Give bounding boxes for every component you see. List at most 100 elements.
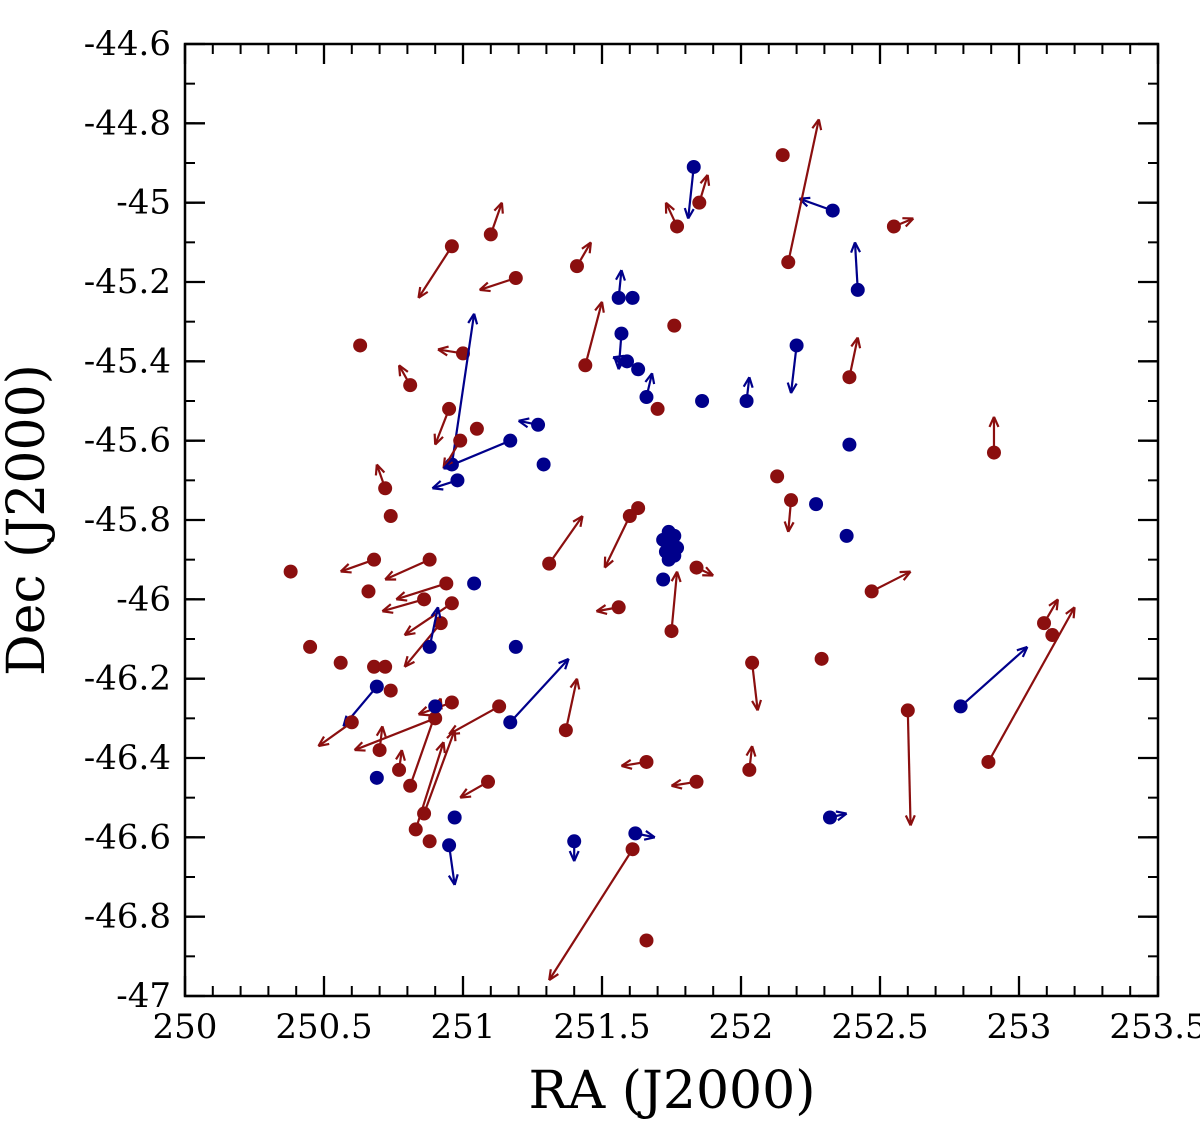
pm-vector-arrowhead <box>400 749 406 761</box>
y-tick-label: -45.8 <box>84 500 171 540</box>
plot-box <box>183 42 1160 998</box>
x-axis-title: RA (J2000) <box>529 1061 816 1121</box>
star-point-red <box>417 592 432 607</box>
pm-vector <box>423 729 456 814</box>
pm-vector-arrowhead <box>787 521 795 533</box>
star-point-red <box>403 378 418 393</box>
pm-vector <box>959 646 1029 708</box>
pm-vector-arrowhead <box>548 969 552 981</box>
pm-vector-arrowhead <box>397 365 402 377</box>
pm-vector <box>384 558 431 581</box>
pm-vector-arrowhead <box>449 732 461 736</box>
pm-vector-arrowhead <box>473 313 479 325</box>
pm-vector <box>443 439 511 470</box>
pm-vector-arrowhead <box>612 354 625 359</box>
y-tick-label: -46.2 <box>84 659 171 699</box>
star-point-red <box>578 358 593 373</box>
star-point-blue <box>450 473 465 488</box>
pm-vector-arrowhead <box>790 383 798 394</box>
pm-vector-arrowhead <box>376 463 386 474</box>
star-point-red <box>353 338 368 353</box>
star-point-red <box>378 481 393 496</box>
y-tick-label: -47 <box>116 976 171 1016</box>
star-point-red <box>781 255 796 270</box>
pm-vector-arrowhead <box>395 591 406 601</box>
star-point-red <box>650 401 665 416</box>
pm-vector-arrowhead <box>1072 607 1076 619</box>
pm-vector <box>987 606 1076 763</box>
star-point-blue <box>686 159 701 174</box>
pm-vector-arrowhead <box>395 749 403 760</box>
star-point-blue <box>809 497 824 512</box>
star-point-red <box>1045 628 1060 643</box>
pm-vector-arrowhead <box>670 571 679 582</box>
star-point-blue <box>739 394 754 408</box>
y-tick-label: -45 <box>116 183 171 223</box>
y-tick-label: -45.6 <box>84 421 171 461</box>
y-tick-label: -45.4 <box>84 341 171 381</box>
pm-vector-arrowhead <box>447 875 456 886</box>
x-tick-label: 252.5 <box>831 1007 928 1047</box>
pm-vector-arrowhead <box>850 241 857 254</box>
star-point-red <box>422 552 437 567</box>
x-tick-label: 252 <box>709 1007 774 1047</box>
pm-vector-arrowhead <box>375 725 384 737</box>
star-point-red <box>442 401 457 416</box>
pm-vector-arrowhead <box>339 563 350 573</box>
pm-vector-arrowhead <box>353 741 364 751</box>
pm-vector-arrowhead <box>418 713 430 717</box>
pm-vector-arrowhead <box>434 436 444 446</box>
pm-vector-arrowhead <box>517 419 529 429</box>
pm-vector-arrowhead <box>751 745 757 757</box>
pm-vector <box>382 598 425 613</box>
star-point-red <box>689 774 704 789</box>
star-point-blue <box>789 338 804 353</box>
x-tick-label: 253.5 <box>1109 1007 1200 1047</box>
star-point-red <box>784 493 799 508</box>
pm-vector-arrowhead <box>417 286 422 299</box>
pm-vector <box>414 741 445 830</box>
pm-vector-arrowhead <box>615 269 623 281</box>
star-point-blue <box>536 457 551 472</box>
star-point-red <box>444 596 459 611</box>
star-point-blue <box>611 290 626 305</box>
star-point-red <box>692 195 707 210</box>
star-point-red <box>422 834 437 849</box>
pm-vector-arrowhead <box>518 417 530 422</box>
star-point-red <box>444 239 459 254</box>
star-point-red <box>667 318 682 333</box>
star-point-blue <box>508 639 523 654</box>
star-point-blue <box>639 390 654 405</box>
pm-vector-arrowhead <box>374 464 378 476</box>
pm-vector-arrowhead <box>453 874 459 886</box>
star-point-blue <box>656 572 671 587</box>
star-point-blue <box>531 417 546 432</box>
pm-vector-arrowhead <box>396 598 408 602</box>
star-point-red <box>742 762 757 777</box>
star-point-red <box>469 421 484 436</box>
pm-vector-arrowhead <box>854 241 862 253</box>
pm-vector-arrowhead <box>1065 606 1076 615</box>
star-point-red <box>492 699 507 714</box>
pm-vector <box>603 515 631 569</box>
pm-vector-arrowhead <box>786 382 793 394</box>
pm-vector-arrowhead <box>442 742 446 754</box>
pm-vector <box>404 602 453 636</box>
star-point-red <box>900 703 915 718</box>
pm-vector-arrowhead <box>478 281 489 291</box>
pm-vector <box>584 301 604 366</box>
y-tick-label: -44.8 <box>84 103 171 143</box>
star-point-blue <box>422 639 437 654</box>
pm-vector-arrowhead <box>748 376 754 389</box>
star-point-blue <box>628 826 643 841</box>
pm-vector-arrowhead <box>705 566 715 577</box>
pm-vector-arrowhead <box>751 700 759 711</box>
star-point-red <box>770 469 785 484</box>
star-point-blue <box>620 354 635 369</box>
pm-vector-arrowhead <box>595 604 607 613</box>
star-point-red <box>981 754 996 769</box>
pm-vector <box>751 662 759 711</box>
star-point-red <box>483 227 498 242</box>
pm-vector <box>853 242 859 290</box>
pm-vector-arrowhead <box>448 724 457 735</box>
